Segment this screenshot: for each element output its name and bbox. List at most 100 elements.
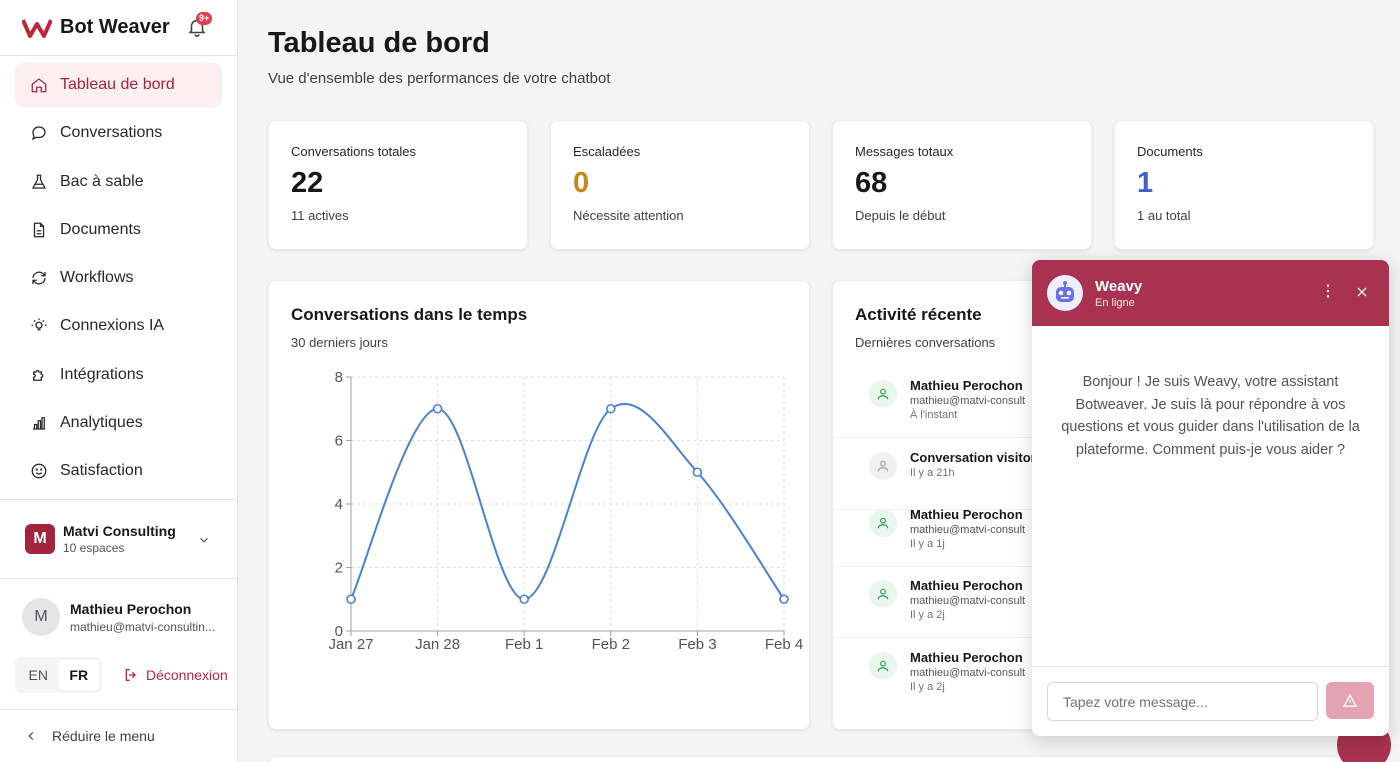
workspace-avatar: M <box>25 524 55 554</box>
visitor-icon <box>869 452 897 480</box>
data-point <box>605 403 616 414</box>
logout-button[interactable]: Déconnexion <box>123 667 228 683</box>
close-icon[interactable] <box>1355 285 1369 299</box>
activity-name: Mathieu Perochon <box>910 650 1023 665</box>
stat-label: Escaladées <box>573 144 641 159</box>
chat-message-input[interactable] <box>1047 682 1318 721</box>
activity-item[interactable]: Mathieu Perochon mathieu@matvi-consult I… <box>833 495 1091 567</box>
chevron-left-icon <box>28 732 34 740</box>
refresh-icon <box>29 268 49 288</box>
workspace-count: 10 espaces <box>63 541 125 555</box>
avatar: M <box>22 598 60 636</box>
bottom-card <box>268 756 1388 762</box>
logout-label: Déconnexion <box>146 667 228 683</box>
chat-bot-name: Weavy <box>1095 277 1143 295</box>
activity-time: À l'instant <box>910 409 958 421</box>
sidebar-item-label: Bac à sable <box>60 172 144 190</box>
chat-header: Weavy En ligne <box>1032 260 1389 326</box>
stat-hint: 11 actives <box>291 208 349 223</box>
brand-name: Bot Weaver <box>60 16 170 38</box>
data-point <box>346 594 356 605</box>
x-tick-label: Feb 1 <box>505 636 543 653</box>
x-tick-label: Feb 2 <box>592 636 630 653</box>
bar-chart-icon <box>29 413 49 433</box>
x-tick-label: Feb 3 <box>678 636 716 653</box>
sidebar-item-dashboard[interactable]: Tableau de bord <box>15 63 222 107</box>
lightbulb-icon <box>29 316 49 336</box>
chat-footer <box>1032 666 1389 736</box>
sidebar-item-label: Analytiques <box>60 414 143 432</box>
stat-hint: Depuis le début <box>855 208 946 223</box>
sidebar-item-integrations[interactable]: Intégrations <box>15 353 222 397</box>
activity-email: mathieu@matvi-consult <box>910 667 1026 679</box>
user-profile[interactable]: M Mathieu Perochon mathieu@matvi-consult… <box>22 598 215 636</box>
chevron-down-icon <box>200 537 208 543</box>
activity-subtitle: Dernières conversations <box>855 335 996 350</box>
y-tick-label: 2 <box>335 560 343 577</box>
activity-time: Il y a 1j <box>910 538 945 550</box>
user-icon <box>869 580 897 608</box>
sidebar-item-workflows[interactable]: Workflows <box>15 256 222 300</box>
activity-time: Il y a 2j <box>910 681 945 693</box>
stat-label: Documents <box>1137 144 1203 159</box>
lang-fr-button[interactable]: FR <box>58 660 99 690</box>
stat-label: Messages totaux <box>855 144 954 159</box>
stat-hint: 1 au total <box>1137 208 1191 223</box>
sidebar-item-label: Satisfaction <box>60 462 143 480</box>
sidebar: Bot Weaver 9+ Tableau de bord Conversati… <box>0 0 238 762</box>
stat-card-escalated: Escaladées 0 Nécessite attention <box>550 120 810 250</box>
activity-name: Mathieu Perochon <box>910 378 1023 393</box>
flask-icon <box>29 172 49 192</box>
data-point <box>692 467 703 478</box>
send-button[interactable] <box>1326 682 1374 719</box>
activity-item[interactable]: Conversation visitor Il y a 21h <box>833 438 1091 510</box>
sidebar-item-ai-connections[interactable]: Connexions IA <box>15 304 222 348</box>
chart-subtitle: 30 derniers jours <box>291 335 388 350</box>
sidebar-item-sandbox[interactable]: Bac à sable <box>15 160 222 204</box>
send-icon <box>1342 693 1358 707</box>
sidebar-item-label: Tableau de bord <box>60 76 175 93</box>
more-vertical-icon[interactable] <box>1319 282 1337 300</box>
collapse-label: Réduire le menu <box>52 728 155 744</box>
stat-value: 68 <box>855 167 888 199</box>
sidebar-item-label: Workflows <box>60 269 134 287</box>
logout-icon <box>125 669 136 681</box>
smile-icon <box>29 461 49 481</box>
chat-message: Bonjour ! Je suis Weavy, votre assistant… <box>1061 374 1360 458</box>
sidebar-item-label: Documents <box>60 220 141 238</box>
activity-name: Mathieu Perochon <box>910 507 1023 522</box>
notification-badge: 9+ <box>196 12 213 25</box>
workspace-switcher[interactable]: M Matvi Consulting 10 espaces <box>0 499 237 579</box>
lang-en-button[interactable]: EN <box>28 667 48 683</box>
user-icon <box>869 652 897 680</box>
sidebar-item-satisfaction[interactable]: Satisfaction <box>15 449 222 493</box>
y-tick-label: 4 <box>335 496 343 513</box>
sidebar-item-conversations[interactable]: Conversations <box>15 111 222 155</box>
x-tick-label: Jan 27 <box>328 636 373 653</box>
stat-card-conversations: Conversations totales 22 11 actives <box>268 120 528 250</box>
activity-item[interactable]: Mathieu Perochon mathieu@matvi-consult I… <box>833 566 1091 638</box>
workspace-name: Matvi Consulting <box>63 523 176 539</box>
data-point <box>779 594 789 605</box>
series-line <box>350 402 785 601</box>
sidebar-item-analytics[interactable]: Analytiques <box>15 401 222 445</box>
activity-item[interactable]: Mathieu Perochon mathieu@matvi-consult I… <box>833 638 1091 710</box>
y-tick-label: 6 <box>335 433 343 450</box>
language-switch: EN FR <box>15 657 102 693</box>
puzzle-icon <box>29 365 49 385</box>
sidebar-item-documents[interactable]: Documents <box>15 208 222 252</box>
activity-email: mathieu@matvi-consult <box>910 395 1026 407</box>
user-icon <box>869 380 897 408</box>
sidebar-nav: Tableau de bord Conversations Bac à sabl… <box>0 56 237 493</box>
activity-item[interactable]: Mathieu Perochon mathieu@matvi-consult À… <box>833 366 1091 438</box>
user-icon <box>869 509 897 537</box>
chat-widget: Weavy En ligne Bonjour ! Je suis Weavy, … <box>1032 260 1389 736</box>
activity-time: Il y a 2j <box>910 609 945 621</box>
sidebar-item-label: Conversations <box>60 124 163 142</box>
data-point <box>519 594 529 605</box>
stat-card-documents: Documents 1 1 au total <box>1114 120 1374 250</box>
sidebar-item-label: Connexions IA <box>60 317 165 335</box>
collapse-menu-button[interactable]: Réduire le menu <box>0 709 237 762</box>
robot-icon <box>1047 275 1083 311</box>
bot-weaver-logo-icon <box>22 18 52 38</box>
